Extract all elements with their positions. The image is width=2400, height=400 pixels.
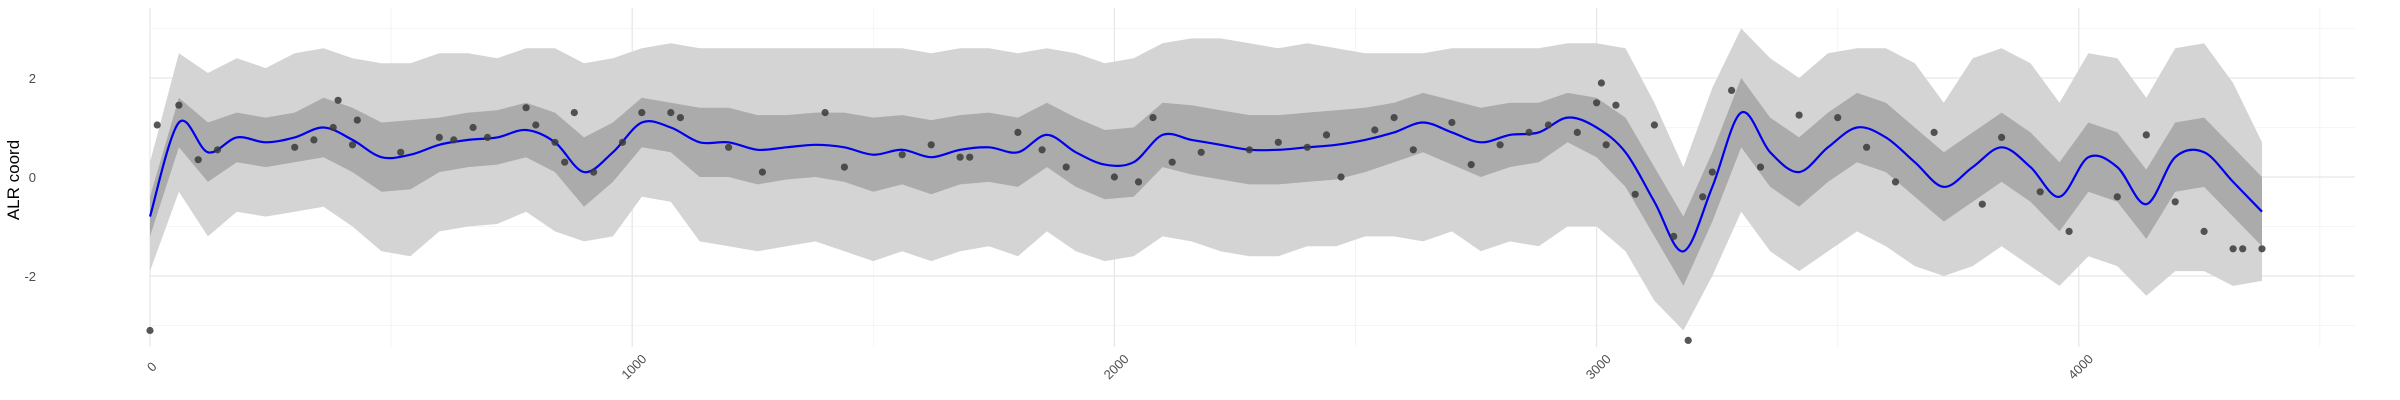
data-point: [175, 101, 183, 109]
y-tick-label: 0: [29, 170, 36, 185]
data-point: [1631, 190, 1639, 198]
data-point: [213, 146, 222, 154]
data-point: [2036, 188, 2044, 196]
data-point: [1322, 131, 1331, 139]
y-tick-label: -2: [24, 269, 36, 284]
data-point: [522, 104, 530, 112]
data-point: [2258, 245, 2266, 253]
data-point: [551, 138, 559, 146]
data-point: [1834, 114, 1842, 122]
data-point: [676, 114, 685, 122]
data-point: [532, 121, 540, 129]
data-point: [146, 326, 154, 335]
data-point: [1612, 101, 1620, 109]
data-point: [1998, 133, 2006, 141]
data-point: [956, 153, 964, 161]
data-point: [1978, 200, 1986, 208]
data-point: [469, 123, 477, 132]
data-point: [334, 96, 342, 104]
data-point: [1602, 141, 1610, 149]
data-point: [2171, 198, 2179, 206]
data-point: [2113, 193, 2121, 201]
data-point: [638, 109, 646, 117]
data-point: [1593, 99, 1601, 107]
data-point: [1795, 111, 1803, 119]
data-point: [2239, 245, 2247, 253]
data-point: [1303, 143, 1311, 151]
data-point: [1650, 121, 1658, 129]
data-point: [483, 133, 492, 141]
data-point: [2142, 131, 2150, 139]
data-point: [927, 141, 935, 149]
data-point: [1684, 336, 1692, 344]
data-point: [1245, 146, 1253, 154]
data-point: [1014, 128, 1022, 136]
data-point: [1337, 173, 1345, 181]
data-point: [397, 148, 405, 156]
data-point: [1597, 79, 1605, 87]
x-tick-label: 2000: [1101, 351, 1132, 382]
data-point: [1409, 146, 1417, 154]
data-point: [1168, 158, 1176, 166]
data-point: [1274, 138, 1282, 146]
y-tick-label: 2: [29, 71, 36, 86]
x-tick-label: 4000: [2065, 351, 2096, 382]
data-point: [1573, 128, 1581, 136]
data-point: [153, 121, 161, 129]
data-point: [1467, 161, 1475, 169]
data-point: [353, 116, 361, 124]
data-point: [1448, 118, 1456, 127]
data-point: [840, 163, 849, 171]
data-point: [667, 109, 675, 117]
data-point: [1197, 148, 1205, 156]
data-point: [725, 143, 733, 151]
data-point: [561, 158, 569, 166]
data-point: [450, 136, 458, 144]
mean-line-layer: [148, 111, 2263, 253]
data-point: [2065, 227, 2073, 235]
data-point: [291, 143, 299, 151]
data-point: [1390, 114, 1398, 122]
data-point: [435, 133, 443, 141]
mean-line: [148, 111, 2263, 253]
data-point: [618, 138, 627, 146]
data-point: [1134, 178, 1143, 186]
data-point: [1525, 128, 1533, 136]
data-point: [590, 168, 598, 176]
points-layer: [146, 79, 2266, 344]
data-point: [1544, 121, 1552, 129]
data-point: [348, 141, 357, 149]
data-point: [1863, 143, 1871, 151]
data-point: [966, 153, 974, 161]
data-point: [194, 156, 202, 164]
y-axis-title: ALR coord: [4, 140, 23, 220]
data-point: [898, 151, 906, 159]
data-point: [1149, 114, 1157, 122]
data-point: [2200, 227, 2208, 235]
data-point: [1756, 163, 1765, 171]
x-tick-label: 1000: [618, 351, 649, 382]
data-point: [1699, 193, 1707, 201]
x-tick-label: 0: [144, 359, 160, 375]
data-point: [1371, 126, 1379, 134]
data-point: [1062, 163, 1070, 171]
data-point: [570, 109, 578, 117]
data-point: [1708, 168, 1716, 176]
data-point: [1891, 178, 1900, 186]
data-point: [758, 168, 767, 176]
data-point: [1728, 86, 1736, 94]
data-point: [310, 136, 318, 144]
data-point: [1496, 141, 1504, 149]
data-point: [2229, 245, 2237, 253]
data-point: [821, 109, 829, 117]
data-point: [1110, 173, 1118, 181]
data-point: [1038, 146, 1046, 154]
data-point: [1670, 232, 1678, 240]
data-point: [1930, 128, 1938, 136]
x-tick-label: 3000: [1583, 351, 1614, 382]
data-point: [329, 123, 337, 132]
